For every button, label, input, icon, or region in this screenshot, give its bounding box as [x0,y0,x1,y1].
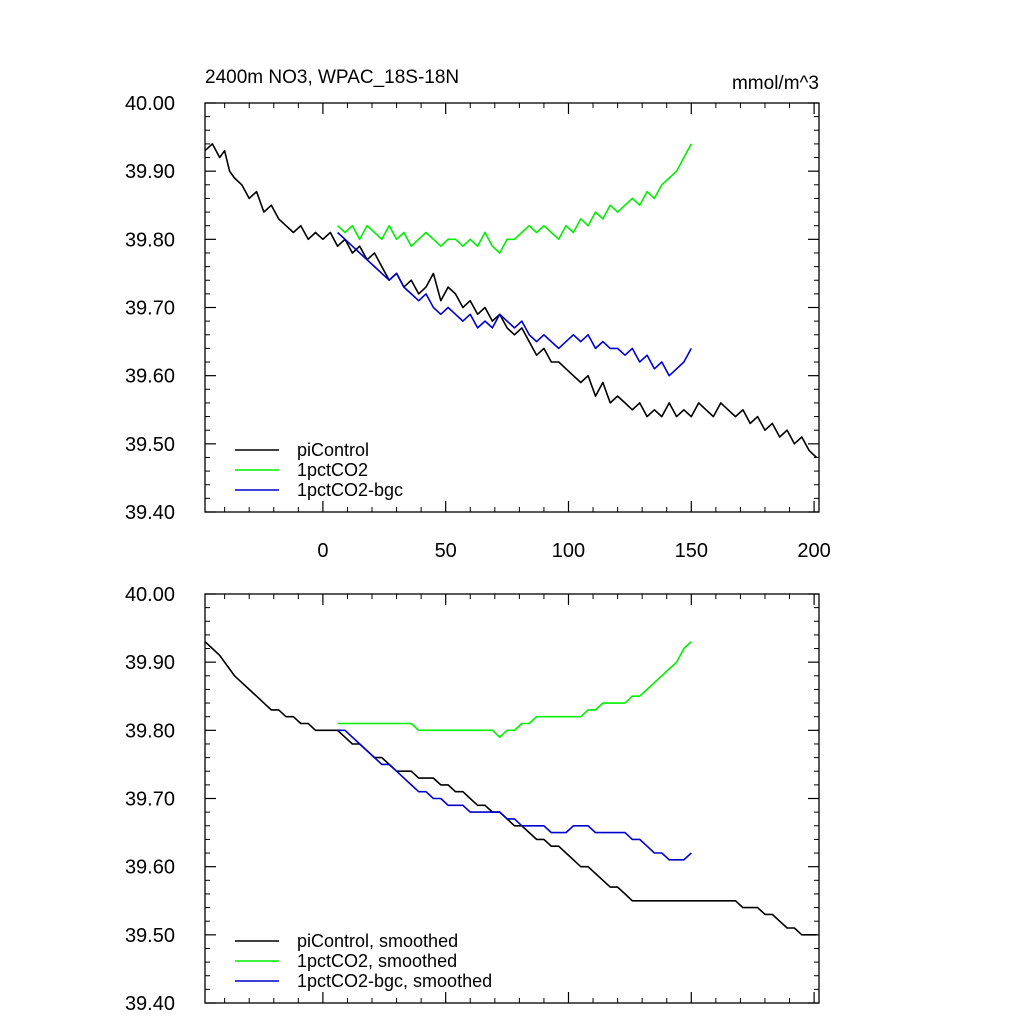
top-xtick-label: 150 [675,540,708,562]
bottom-panel: 39.40 39.50 39.60 39.70 39.80 39.90 40.00 piCon… [125,584,820,1015]
top-legend-label-1pctco2-bgc: 1pctCO2-bgc [297,480,403,500]
bottom-legend-label-picontrol: piControl, smoothed [297,931,458,951]
bottom-ytick-label: 39.50 [125,925,175,947]
top-ytick-label: 39.40 [125,502,175,524]
top-xtick-label: 200 [797,540,830,562]
bottom-series-line-1pctco2 [337,641,692,739]
top-xtick-label: 0 [317,540,328,562]
top-series-line-1pctco2-bgc [337,231,693,377]
top-legend-label-picontrol: piControl [297,440,369,460]
top-ytick-label: 39.50 [125,434,175,456]
bottom-ytick-label: 39.80 [125,720,175,742]
chart-title: 2400m NO3, WPAC_18S-18N [205,67,459,88]
top-xtick-label: 50 [435,540,457,562]
top-ytick-label: 39.80 [125,229,175,251]
top-panel: 39.40 39.50 39.60 39.70 39.80 39.90 40.00 0 50 10… [125,67,831,562]
top-legend-label-1pctco2: 1pctCO2 [297,460,368,480]
bottom-legend-label-1pctco2-bgc: 1pctCO2-bgc, smoothed [297,971,492,991]
top-ytick-label: 40.00 [125,93,175,115]
top-ytick-label: 39.70 [125,298,175,320]
bottom-ytick-label: 39.70 [125,789,175,811]
bottom-ytick-label: 40.00 [125,584,175,606]
top-xtick-label: 100 [552,540,585,562]
bottom-ytick-label: 39.60 [125,857,175,879]
bottom-series-line-1pctco2-bgc [337,729,692,861]
top-ytick-label: 39.90 [125,161,175,183]
bottom-series-line-picontrol [204,641,817,936]
top-ytick-label: 39.60 [125,366,175,388]
bottom-legend-label-1pctco2: 1pctCO2, smoothed [297,951,457,971]
bottom-ytick-label: 39.90 [125,652,175,674]
bottom-ytick-label: 39.40 [125,993,175,1015]
chart-units: mmol/m^3 [732,73,819,94]
top-series-line-picontrol [204,143,818,459]
top-series-line-1pctco2 [337,143,693,254]
